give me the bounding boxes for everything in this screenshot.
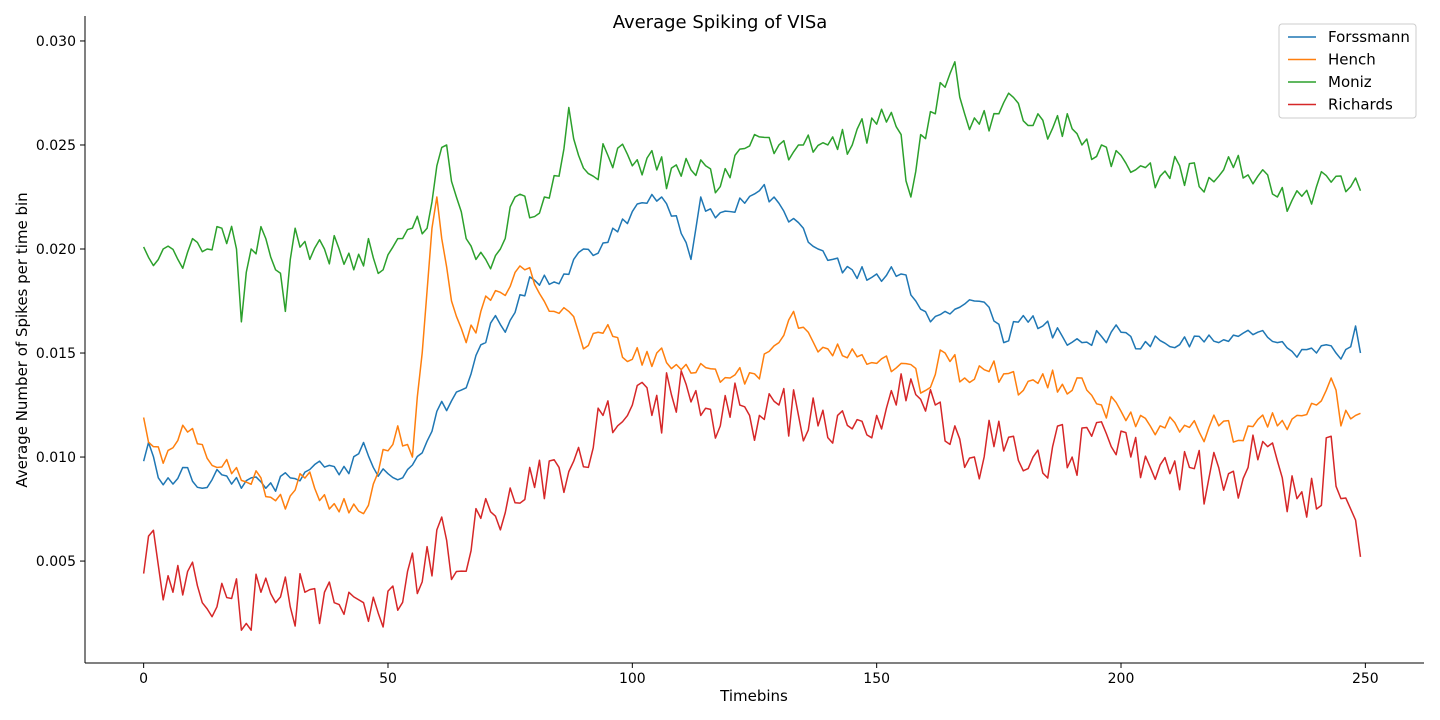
- legend-label-hench: Hench: [1328, 51, 1376, 69]
- series-line-moniz: [142, 61, 1362, 323]
- legend: Forssmann Hench Moniz Richards: [1278, 23, 1417, 119]
- x-tick-label: 0: [139, 671, 148, 687]
- legend-label-forssmann: Forssmann: [1328, 28, 1410, 46]
- series-line-hench: [142, 196, 1361, 515]
- x-tick-label: 150: [863, 671, 890, 687]
- legend-frame: [1278, 23, 1417, 119]
- series-line-forssmann: [142, 183, 1362, 493]
- series-layer: [142, 61, 1362, 631]
- x-tick-label: 200: [1108, 671, 1135, 687]
- y-tick-label: 0.005: [36, 554, 76, 570]
- series-line-richards: [142, 370, 1362, 631]
- y-axis-ticks: 0.005 0.010 0.015 0.020 0.025 0.030: [36, 34, 85, 570]
- chart-title: Average Spiking of VISa: [613, 12, 828, 33]
- x-tick-label: 100: [619, 671, 646, 687]
- y-tick-label: 0.020: [36, 242, 76, 258]
- y-tick-label: 0.015: [36, 346, 76, 362]
- legend-label-moniz: Moniz: [1328, 73, 1372, 91]
- y-tick-label: 0.010: [36, 450, 76, 466]
- x-axis-title: Timebins: [719, 687, 788, 705]
- x-tick-label: 250: [1352, 671, 1379, 687]
- y-tick-label: 0.025: [36, 138, 76, 154]
- y-axis-title: Average Number of Spikes per time bin: [13, 192, 31, 487]
- x-axis-ticks: 0 50 100 150 200 250: [139, 663, 1379, 687]
- y-tick-label: 0.030: [36, 34, 76, 50]
- x-tick-label: 50: [379, 671, 397, 687]
- legend-label-richards: Richards: [1328, 96, 1393, 114]
